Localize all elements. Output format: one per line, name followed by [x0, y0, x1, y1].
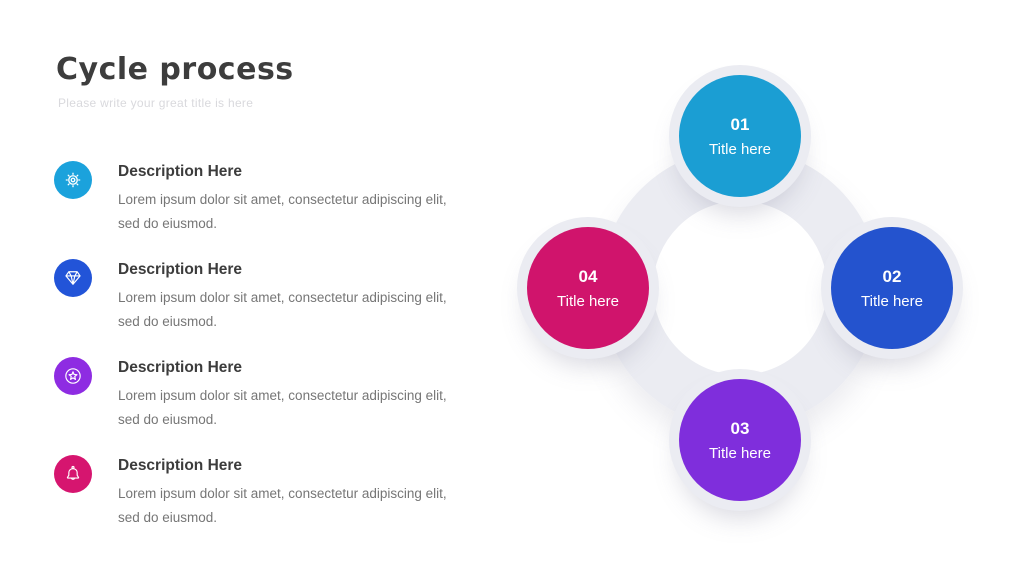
- gear-icon: [54, 161, 92, 199]
- item-body: Lorem ipsum dolor sit amet, consectetur …: [118, 290, 447, 329]
- node-number: 03: [730, 418, 750, 438]
- node-number: 01: [730, 114, 750, 134]
- node-label: Title here: [557, 292, 619, 310]
- cycle-node-02: 02 Title here: [831, 227, 953, 349]
- item-body: Lorem ipsum dolor sit amet, consectetur …: [118, 486, 447, 525]
- item-body: Lorem ipsum dolor sit amet, consectetur …: [118, 192, 447, 231]
- list-item-text: Description Here Lorem ipsum dolor sit a…: [118, 161, 458, 236]
- node-label: Title here: [709, 140, 771, 158]
- list-item-text: Description Here Lorem ipsum dolor sit a…: [118, 357, 458, 432]
- list-item: Description Here Lorem ipsum dolor sit a…: [54, 357, 464, 432]
- item-heading: Description Here: [118, 359, 243, 376]
- item-body: Lorem ipsum dolor sit amet, consectetur …: [118, 388, 447, 427]
- page-subtitle: Please write your great title is here: [58, 96, 254, 110]
- item-heading: Description Here: [118, 163, 243, 180]
- cycle-node-03: 03 Title here: [679, 379, 801, 501]
- bell-icon: [54, 455, 92, 493]
- list-item: Description Here Lorem ipsum dolor sit a…: [54, 259, 464, 334]
- page-title: Cycle process: [56, 52, 294, 87]
- list-item-text: Description Here Lorem ipsum dolor sit a…: [118, 259, 458, 334]
- list-item: Description Here Lorem ipsum dolor sit a…: [54, 455, 464, 530]
- cycle-node-01: 01 Title here: [679, 75, 801, 197]
- cycle-node-04: 04 Title here: [527, 227, 649, 349]
- star-icon: [54, 357, 92, 395]
- node-number: 02: [882, 266, 902, 286]
- diamond-icon: [54, 259, 92, 297]
- cycle-diagram: 01 Title here 02 Title here 03 Title her…: [527, 75, 953, 501]
- list-item: Description Here Lorem ipsum dolor sit a…: [54, 161, 464, 236]
- node-number: 04: [578, 266, 598, 286]
- description-list: Description Here Lorem ipsum dolor sit a…: [54, 161, 464, 530]
- node-label: Title here: [709, 444, 771, 462]
- node-label: Title here: [861, 292, 923, 310]
- item-heading: Description Here: [118, 457, 243, 474]
- item-heading: Description Here: [118, 261, 243, 278]
- list-item-text: Description Here Lorem ipsum dolor sit a…: [118, 455, 458, 530]
